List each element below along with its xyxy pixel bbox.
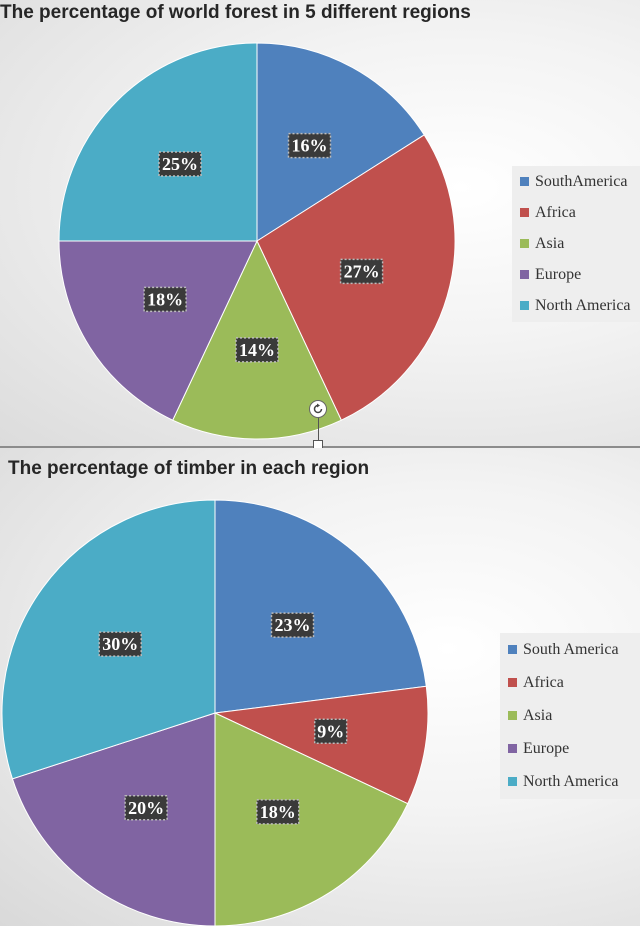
- data-label-text: 16%: [292, 136, 328, 156]
- legend-label: Asia: [535, 234, 565, 252]
- legend-item-europe: Europe: [520, 259, 640, 290]
- pie-chart-timber[interactable]: 23% 9% 18% 20% 30%: [0, 448, 640, 926]
- data-label-text: 25%: [162, 154, 198, 174]
- pie-slice-asia[interactable]: [214, 712, 409, 926]
- data-label-text: 27%: [344, 261, 380, 281]
- data-label-europe: 18%: [143, 286, 187, 313]
- legend-swatch: [520, 301, 529, 310]
- legend-label: SouthAmerica: [535, 172, 628, 190]
- legend-label: North America: [523, 772, 619, 790]
- data-label-text: 14%: [239, 340, 275, 360]
- data-label-africa: 27%: [339, 258, 384, 285]
- chart-title-forest: The percentage of world forest in 5 diff…: [0, 2, 471, 23]
- legend-label: Europe: [523, 739, 570, 757]
- legend-item-asia: Asia: [520, 228, 640, 259]
- data-label-text: 18%: [147, 289, 183, 309]
- legend-label: Europe: [535, 265, 582, 283]
- data-label-text: 18%: [260, 802, 296, 822]
- legend-item-africa: Africa: [508, 666, 640, 699]
- legend-swatch: [520, 208, 529, 217]
- data-label-north-america: 25%: [158, 151, 202, 177]
- legend-swatch: [508, 777, 517, 786]
- legend-swatch: [508, 678, 517, 687]
- legend-timber: South America Africa Asia Europe North Ameri…: [500, 633, 640, 799]
- pie-slice-europe[interactable]: [11, 712, 216, 926]
- handle-connector: [318, 418, 319, 440]
- legend-swatch: [508, 645, 517, 654]
- legend-item-north-america: North America: [508, 765, 640, 798]
- legend-label: South America: [523, 640, 619, 658]
- chart-title-timber: The percentage of timber in each region: [8, 458, 370, 479]
- pie-slice-south-america[interactable]: [214, 499, 427, 714]
- chart-panel-timber[interactable]: The percentage of timber in each region …: [0, 448, 640, 926]
- pie-chart-forest[interactable]: 16% 27% 14% 18% 25%: [0, 0, 640, 446]
- data-label-asia: 14%: [235, 337, 279, 363]
- legend-item-africa: Africa: [520, 197, 640, 228]
- legend-item-asia: Asia: [508, 699, 640, 732]
- data-label-europe: 20%: [124, 795, 168, 821]
- legend-label: Africa: [535, 203, 576, 221]
- pie-slice-north-america[interactable]: [58, 42, 258, 242]
- data-label-southamerica: 16%: [287, 132, 332, 159]
- legend-swatch: [508, 711, 517, 720]
- data-label-text: 23%: [275, 615, 311, 635]
- data-label-asia: 18%: [256, 799, 300, 825]
- data-label-text: 30%: [102, 634, 138, 654]
- legend-label: North America: [535, 296, 631, 314]
- rotate-handle-icon[interactable]: [309, 400, 327, 418]
- chart-panel-forest[interactable]: The percentage of world forest in 5 diff…: [0, 0, 640, 446]
- legend-label: Africa: [523, 673, 564, 691]
- data-label-africa: 9%: [313, 718, 348, 745]
- legend-item-north-america: North America: [520, 290, 640, 321]
- pie-slice-southamerica[interactable]: [256, 42, 425, 242]
- legend-label: Asia: [523, 706, 553, 724]
- legend-forest: SouthAmerica Africa Asia Europe North Americ…: [512, 166, 640, 322]
- legend-swatch: [520, 177, 529, 186]
- data-label-text: 20%: [128, 798, 164, 818]
- legend-swatch: [520, 270, 529, 279]
- pie-slice-africa[interactable]: [213, 685, 429, 805]
- data-label-south-america: 23%: [270, 612, 315, 638]
- pie-slice-europe[interactable]: [58, 240, 258, 421]
- legend-swatch: [520, 239, 529, 248]
- legend-item-southamerica: SouthAmerica: [520, 166, 640, 197]
- legend-item-south-america: South America: [508, 633, 640, 666]
- legend-swatch: [508, 744, 517, 753]
- data-label-north-america: 30%: [98, 631, 142, 657]
- rotate-arrow-icon: [313, 403, 323, 414]
- legend-item-europe: Europe: [508, 732, 640, 765]
- data-label-text: 9%: [317, 721, 344, 741]
